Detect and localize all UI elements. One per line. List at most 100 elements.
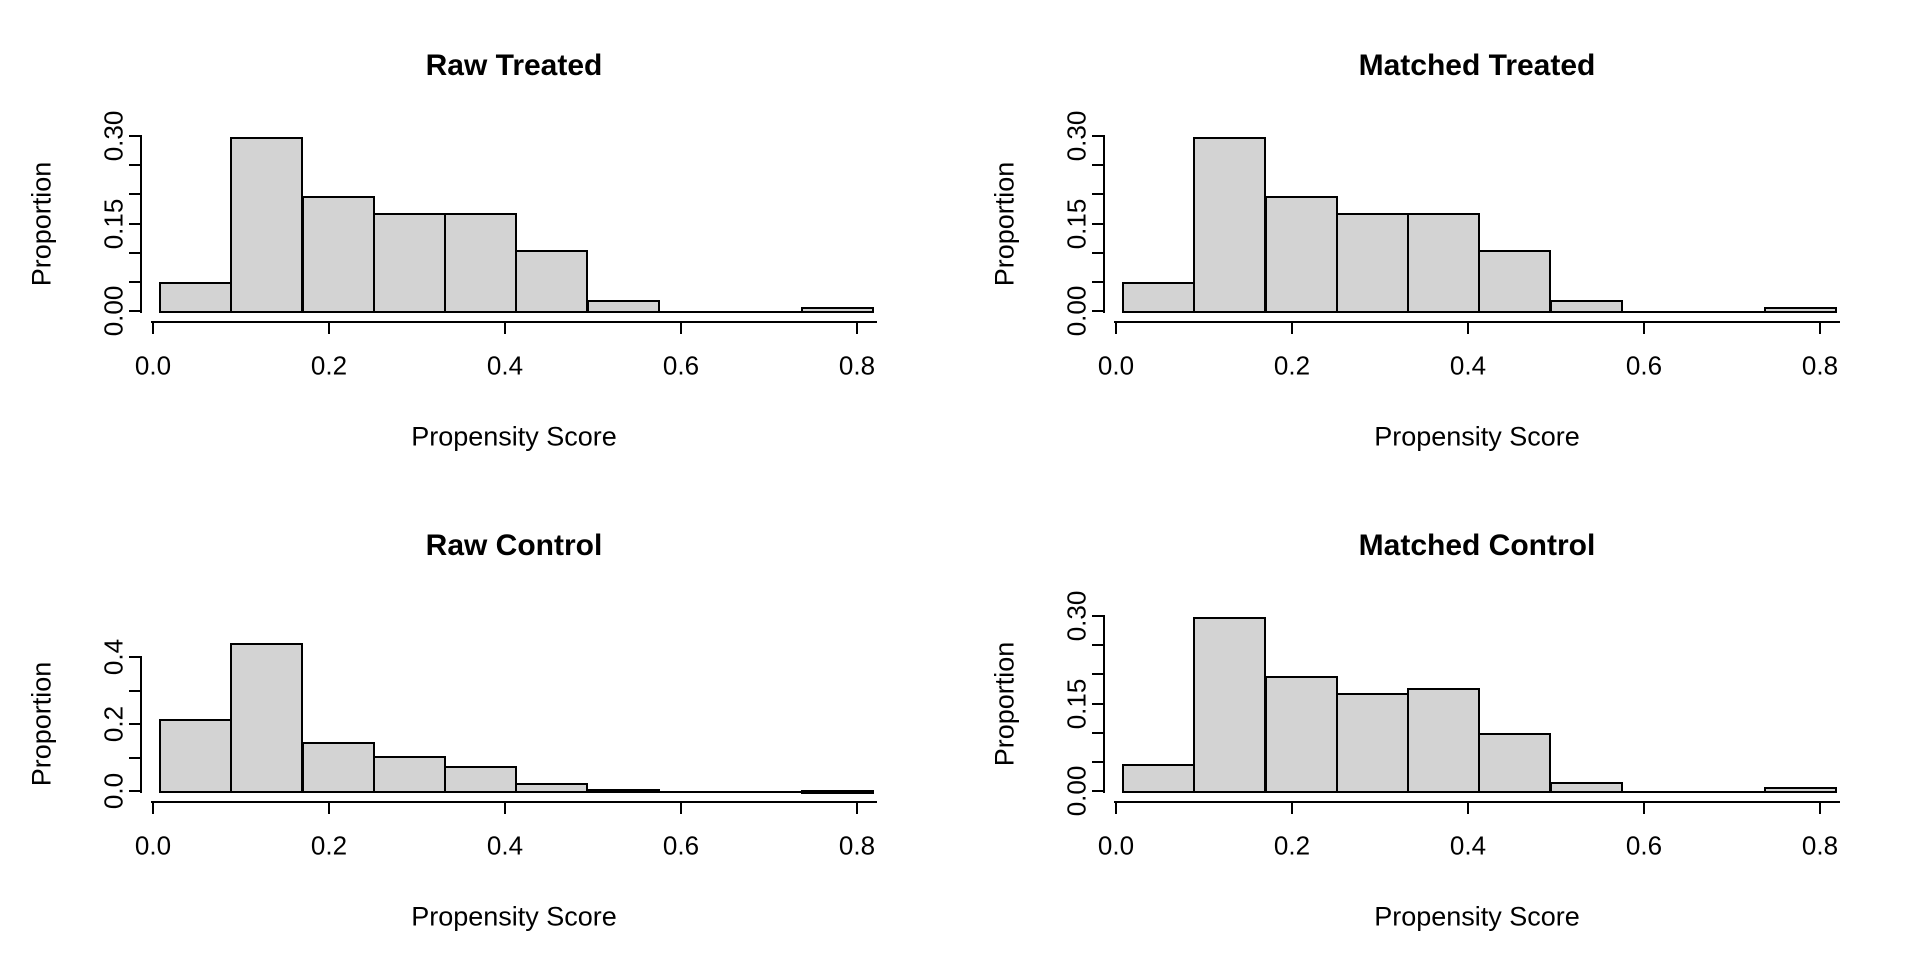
x-axis-tick bbox=[1115, 321, 1117, 334]
y-axis-label: Proportion bbox=[989, 161, 1020, 287]
x-axis-label: Propensity Score bbox=[411, 421, 617, 452]
x-axis-tick bbox=[1115, 801, 1117, 814]
x-axis-tick bbox=[504, 321, 506, 334]
histogram-bar bbox=[159, 282, 232, 313]
histogram-bar bbox=[587, 300, 660, 313]
x-axis-tick bbox=[680, 801, 682, 814]
y-axis-tick bbox=[1092, 135, 1105, 137]
histogram-bar bbox=[444, 213, 517, 313]
y-tick-label: 0.30 bbox=[98, 110, 129, 162]
x-tick-label: 0.4 bbox=[486, 350, 524, 381]
histogram-bar bbox=[373, 756, 446, 793]
histogram-bar bbox=[1478, 250, 1551, 313]
y-axis-tick bbox=[129, 135, 142, 137]
y-axis-label: Proportion bbox=[989, 641, 1020, 767]
x-axis-label: Propensity Score bbox=[1374, 421, 1580, 452]
histogram-bar bbox=[159, 719, 232, 793]
y-axis-tick bbox=[1092, 193, 1105, 195]
y-tick-label: 0.0 bbox=[98, 772, 129, 810]
y-tick-label: 0.4 bbox=[98, 638, 129, 676]
y-axis-line bbox=[140, 657, 142, 793]
histogram-bar bbox=[1692, 791, 1765, 793]
histogram-bar bbox=[1692, 311, 1765, 313]
histogram-bar bbox=[658, 791, 731, 793]
y-axis-label: Proportion bbox=[26, 161, 57, 287]
histogram-bar bbox=[1621, 311, 1694, 313]
chart-title: Matched Treated bbox=[1358, 49, 1596, 82]
x-tick-label: 0.8 bbox=[838, 350, 876, 381]
x-tick-label: 0.6 bbox=[1625, 830, 1663, 861]
y-tick-label: 0.15 bbox=[1061, 198, 1092, 250]
x-tick-label: 0.6 bbox=[1625, 350, 1663, 381]
x-axis-tick bbox=[1291, 801, 1293, 814]
x-axis-tick bbox=[1643, 321, 1645, 334]
y-tick-label: 0.00 bbox=[1061, 285, 1092, 337]
y-axis-tick bbox=[1092, 223, 1105, 225]
x-axis-line bbox=[151, 801, 877, 803]
histogram-bar bbox=[1336, 213, 1409, 313]
x-axis-tick bbox=[152, 321, 154, 334]
chart-title: Raw Treated bbox=[425, 49, 603, 82]
x-axis-tick bbox=[1467, 801, 1469, 814]
y-axis-tick bbox=[129, 193, 142, 195]
y-tick-label: 0.00 bbox=[98, 285, 129, 337]
histogram-bar bbox=[1122, 764, 1195, 793]
histogram-bar bbox=[230, 137, 303, 313]
x-axis-tick bbox=[152, 801, 154, 814]
histogram-bar bbox=[1550, 300, 1623, 313]
y-axis-tick bbox=[1092, 703, 1105, 705]
x-tick-label: 0.8 bbox=[1801, 830, 1839, 861]
y-axis-tick bbox=[1092, 615, 1105, 617]
y-axis-tick bbox=[129, 281, 142, 283]
x-tick-label: 0.2 bbox=[310, 350, 348, 381]
histogram-bar bbox=[1193, 137, 1266, 313]
histogram-bar bbox=[1550, 782, 1623, 793]
y-axis-tick bbox=[129, 757, 142, 759]
histogram-bar bbox=[658, 311, 731, 313]
x-axis-label: Propensity Score bbox=[411, 901, 617, 932]
histogram-bar bbox=[1478, 733, 1551, 793]
x-axis-tick bbox=[1819, 321, 1821, 334]
x-tick-label: 0.4 bbox=[1449, 350, 1487, 381]
y-tick-label: 0.00 bbox=[1061, 765, 1092, 817]
x-axis-line bbox=[1114, 801, 1840, 803]
y-axis-tick bbox=[129, 690, 142, 692]
y-axis-tick bbox=[1092, 310, 1105, 312]
x-axis-tick bbox=[328, 801, 330, 814]
y-axis-tick bbox=[1092, 252, 1105, 254]
histogram-bar bbox=[1122, 282, 1195, 313]
x-axis-line bbox=[1114, 321, 1840, 323]
histogram-bar bbox=[1764, 307, 1837, 313]
x-axis-tick bbox=[1291, 321, 1293, 334]
x-tick-label: 0.6 bbox=[662, 350, 700, 381]
y-axis-tick bbox=[1092, 281, 1105, 283]
x-axis-tick bbox=[328, 321, 330, 334]
histogram-bar bbox=[373, 213, 446, 313]
x-tick-label: 0.0 bbox=[134, 350, 172, 381]
y-axis-tick bbox=[129, 252, 142, 254]
x-tick-label: 0.8 bbox=[1801, 350, 1839, 381]
chart-title: Raw Control bbox=[425, 529, 603, 562]
histogram-bar bbox=[1764, 787, 1837, 793]
x-tick-label: 0.0 bbox=[1097, 350, 1135, 381]
panel-matched-control: Matched Control 0.0 0.2 0.4 0.6 0.8 Propensity… bbox=[963, 480, 1920, 960]
histogram-bar bbox=[1407, 688, 1480, 793]
x-tick-label: 0.0 bbox=[1097, 830, 1135, 861]
x-axis-line bbox=[151, 321, 877, 323]
histogram-bar bbox=[729, 791, 802, 793]
chart-title: Matched Control bbox=[1358, 529, 1596, 562]
x-axis-tick bbox=[1643, 801, 1645, 814]
y-axis-tick bbox=[129, 656, 142, 658]
y-axis-tick bbox=[1092, 790, 1105, 792]
histogram-bar bbox=[1265, 676, 1338, 793]
x-axis-tick bbox=[856, 801, 858, 814]
histogram-bar bbox=[302, 196, 375, 313]
x-axis-tick bbox=[504, 801, 506, 814]
x-axis-tick bbox=[1819, 801, 1821, 814]
x-axis-tick bbox=[680, 321, 682, 334]
y-tick-label: 0.15 bbox=[98, 198, 129, 250]
panel-raw-control: Raw Control 0.0 0.2 0.4 0.6 0.8 Propensity Sco… bbox=[0, 480, 960, 960]
y-axis-tick bbox=[129, 723, 142, 725]
y-axis-tick bbox=[1092, 644, 1105, 646]
